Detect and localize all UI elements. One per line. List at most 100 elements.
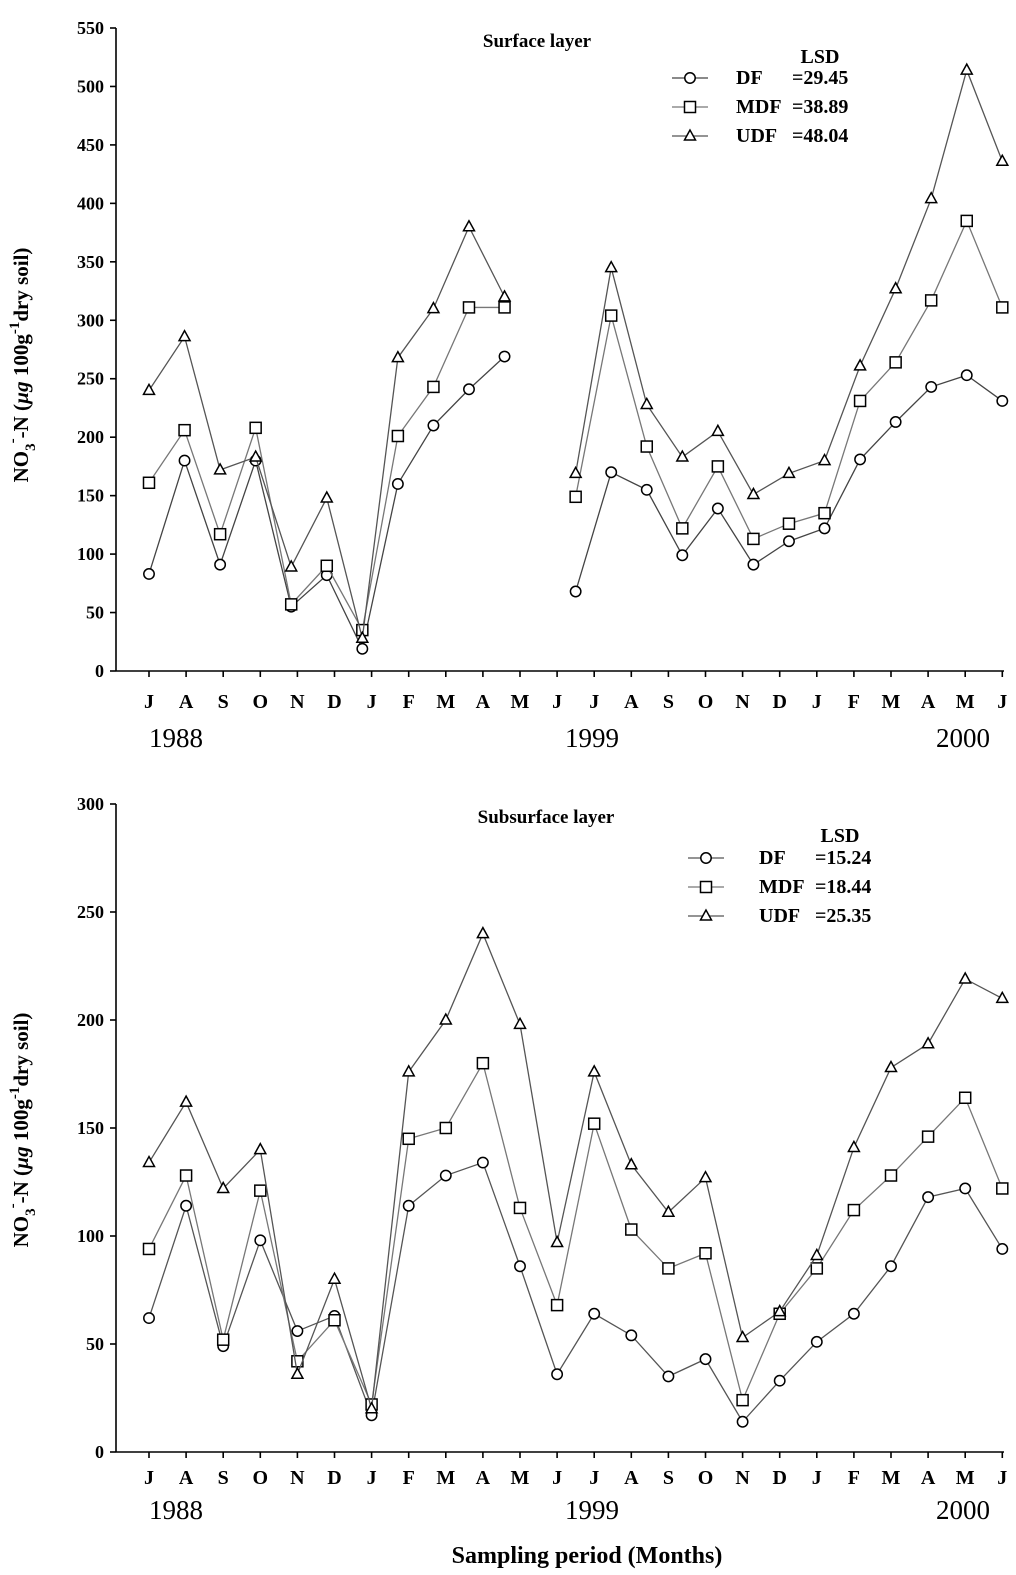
- surface-series-df-point: [427, 419, 440, 432]
- subsurface-series-df-point: [551, 1368, 564, 1381]
- subsurface-legend: DF =15.24 MDF =18.44 UDF =25.35: [688, 847, 871, 927]
- surface-series-udf-point: [497, 289, 512, 302]
- subsurface-series-mdf-point: [179, 1169, 193, 1182]
- surface-series-mdf-point: [996, 301, 1009, 314]
- surface-month-label: S: [663, 691, 674, 713]
- subsurface-series-udf-point: [179, 1094, 193, 1107]
- subsurface-year-2000: 2000: [936, 1495, 990, 1525]
- subsurface-series-df-point: [922, 1191, 935, 1204]
- subsurface-series-df-point: [143, 1312, 155, 1325]
- subsurface-series-udf-point: [698, 1170, 713, 1183]
- subsurface-series-mdf-point: [699, 1247, 712, 1260]
- surface-series-df-legend-lsd: =29.45: [792, 67, 848, 89]
- subsurface-series-udf-point: [476, 926, 490, 939]
- surface-series-df-point: [640, 483, 653, 496]
- subsurface-series-udf-point: [401, 1064, 416, 1077]
- subsurface-series-udf-point: [290, 1366, 305, 1379]
- surface-month-label: N: [735, 691, 750, 713]
- subsurface-series-df-point: [180, 1199, 193, 1212]
- subsurface-y-tick-label: 50: [86, 1334, 104, 1354]
- surface-series: [142, 62, 1010, 655]
- surface-series-udf-point: [320, 490, 334, 503]
- surface-series-mdf-point: [498, 301, 511, 314]
- subsurface-month-label: F: [403, 1467, 415, 1489]
- surface-chart-title: Surface layer: [483, 31, 592, 52]
- subsurface-month-label: M: [436, 1467, 455, 1489]
- surface-year-2000: 2000: [936, 723, 990, 753]
- subsurface-month-label: J: [812, 1467, 822, 1489]
- surface-y-tick-label: 50: [86, 603, 104, 623]
- surface-series-udf-legend-lsd: =48.04: [792, 125, 848, 147]
- surface-series-df-legend-marker: [684, 72, 696, 84]
- subsurface-month-label: J: [552, 1467, 562, 1489]
- subsurface-series-udf-point: [364, 1401, 379, 1414]
- subsurface-chart-title: Subsurface layer: [478, 807, 615, 828]
- subsurface-y-tick-label: 150: [77, 1118, 104, 1138]
- subsurface-series-df-point: [625, 1329, 638, 1342]
- subsurface-series-df-point: [476, 1156, 489, 1169]
- surface-series-mdf-legend-name: MDF: [736, 96, 782, 118]
- subsurface-series-udf-point: [958, 971, 972, 984]
- surface-month-label: J: [589, 691, 599, 713]
- surface-month-label: M: [882, 691, 901, 713]
- subsurface-y-axis-label: NO3--N (µg 100g-1dry soil): [5, 1013, 39, 1248]
- subsurface-year-1999: 1999: [565, 1495, 619, 1525]
- surface-y-tick-label: 300: [77, 310, 104, 330]
- subsurface-series-df-point: [291, 1325, 304, 1337]
- surface-y-axis-label: NO3--N (µg 100g-1dry soil): [5, 248, 39, 483]
- subsurface-month-label: O: [253, 1467, 269, 1489]
- svg-text:NO3--N (µg 100g-1dry soil): NO3--N (µg 100g-1dry soil): [5, 248, 39, 483]
- subsurface-month-label: S: [663, 1467, 674, 1489]
- surface-series-mdf-point: [818, 506, 831, 520]
- subsurface-series-udf-point: [624, 1157, 639, 1170]
- surface-series-mdf-point: [924, 294, 938, 307]
- surface-series-mdf-point: [249, 421, 262, 435]
- surface-series-mdf-point: [640, 440, 654, 453]
- surface-series-udf-point: [782, 465, 796, 479]
- subsurface-series-df-point: [885, 1260, 897, 1273]
- surface-month-label: A: [179, 691, 194, 713]
- subsurface-series-df-point: [736, 1415, 749, 1428]
- subsurface-series-udf-legend-name: UDF: [759, 905, 800, 927]
- surface-series-df-point: [676, 549, 689, 562]
- surface-series-mdf-point: [676, 522, 689, 535]
- surface-month-label: M: [511, 691, 530, 713]
- surface-series-mdf-point: [178, 423, 191, 437]
- surface-series-mdf-point: [960, 214, 973, 228]
- surface-series-mdf-point: [711, 460, 725, 473]
- surface-series-mdf-point: [853, 394, 867, 408]
- subsurface-series-udf-point: [995, 990, 1010, 1004]
- surface-series-udf-point: [675, 449, 690, 462]
- subsurface-month-label: N: [735, 1467, 750, 1489]
- surface-series-df-point: [925, 380, 938, 393]
- surface-y-tick-label: 450: [77, 135, 104, 155]
- subsurface-series-udf-point: [216, 1180, 230, 1194]
- subsurface-series-df-point: [847, 1307, 860, 1320]
- subsurface-series-udf-legend-marker: [699, 908, 713, 921]
- subsurface-month-label: J: [367, 1467, 377, 1489]
- surface-series-mdf-point: [391, 429, 405, 443]
- subsurface-series-mdf-point: [662, 1262, 675, 1275]
- surface-series-udf-point: [177, 329, 192, 342]
- surface-series-mdf-legend-marker: [683, 100, 697, 114]
- subsurface-month-label: M: [882, 1467, 901, 1489]
- subsurface-month-label: S: [218, 1467, 229, 1489]
- surface-month-label: J: [997, 691, 1007, 713]
- surface-series-udf-point: [817, 453, 832, 466]
- surface-series-mdf-point: [427, 380, 440, 394]
- subsurface-month-label: A: [476, 1467, 491, 1489]
- surface-series-udf-legend-marker: [683, 128, 697, 141]
- subsurface-series-mdf-point: [216, 1333, 230, 1346]
- subsurface-series-udf-point: [921, 1036, 935, 1049]
- surface-series-df-point: [818, 522, 831, 535]
- surface-series-udf-point: [142, 382, 156, 396]
- surface-series-df-point: [747, 558, 760, 571]
- surface-series-mdf-line: [575, 219, 1003, 540]
- subsurface-y-tick-label: 300: [77, 794, 104, 814]
- surface-series-mdf-point: [889, 356, 902, 369]
- surface-y-tick-label: 500: [77, 76, 104, 96]
- subsurface-series-udf-point: [847, 1139, 861, 1153]
- subsurface-series-mdf-point: [402, 1132, 415, 1146]
- subsurface-series-df-point: [254, 1234, 267, 1247]
